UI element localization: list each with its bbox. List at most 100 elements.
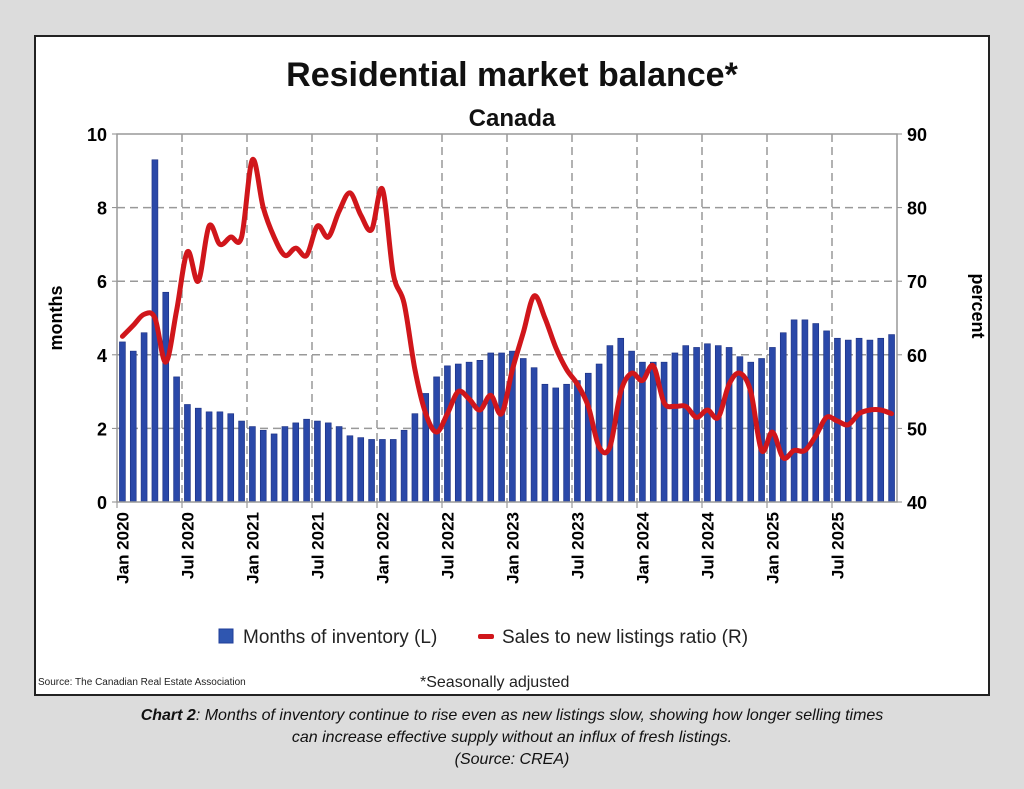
y-right-tick-label: 80 bbox=[907, 199, 927, 219]
inventory-bar bbox=[129, 350, 137, 503]
inventory-bar bbox=[238, 420, 245, 503]
inventory-bar bbox=[389, 439, 397, 503]
inventory-bar bbox=[357, 437, 365, 503]
y-right-tick-label: 90 bbox=[907, 125, 927, 145]
inventory-bar bbox=[314, 420, 321, 503]
inventory-bar bbox=[368, 439, 375, 503]
inventory-bar bbox=[270, 433, 278, 503]
inventory-bar bbox=[194, 407, 202, 503]
y-right-tick-label: 60 bbox=[907, 346, 927, 366]
legend-swatch-inventory bbox=[218, 628, 234, 644]
inventory-bar bbox=[411, 413, 419, 503]
caption-line-2: can increase effective supply without an… bbox=[291, 729, 733, 746]
inventory-bar bbox=[671, 352, 679, 503]
inventory-bar bbox=[617, 337, 625, 503]
plot-area bbox=[116, 133, 898, 503]
y-left-tick-label: 2 bbox=[97, 419, 107, 439]
inventory-bar bbox=[487, 352, 495, 503]
seasonal-note: *Seasonally adjusted bbox=[420, 674, 569, 691]
y-right-label: percent bbox=[968, 273, 988, 338]
inventory-bar bbox=[530, 367, 538, 503]
x-tick-label: Jan 2023 bbox=[503, 512, 522, 584]
inventory-bar bbox=[855, 337, 863, 503]
inventory-bar bbox=[693, 347, 700, 503]
caption-text: : Months of inventory continue to rise e… bbox=[195, 707, 884, 724]
caption-source: (Source: CREA) bbox=[454, 751, 570, 768]
legend-swatch-ratio bbox=[478, 634, 494, 639]
inventory-bar bbox=[444, 365, 451, 503]
inventory-bar bbox=[552, 387, 560, 503]
inventory-bar bbox=[227, 413, 235, 503]
inventory-bar bbox=[476, 360, 484, 503]
y-left-tick-label: 8 bbox=[97, 199, 107, 219]
inventory-bar bbox=[660, 361, 668, 503]
caption-line-1: Chart 2: Months of inventory continue to… bbox=[0, 707, 1024, 725]
inventory-bar bbox=[563, 383, 570, 503]
x-tick-label: Jul 2023 bbox=[568, 512, 587, 579]
inventory-bar bbox=[498, 352, 505, 503]
y-right-tick-label: 50 bbox=[907, 419, 927, 439]
x-tick-label: Jul 2025 bbox=[828, 512, 847, 579]
inventory-bar bbox=[606, 345, 614, 503]
inventory-bar bbox=[162, 291, 170, 503]
inventory-bar bbox=[140, 332, 148, 503]
inventory-bar bbox=[249, 426, 256, 503]
inventory-bar bbox=[714, 345, 722, 503]
x-tick-label: Jul 2020 bbox=[178, 512, 197, 579]
inventory-bar bbox=[216, 411, 224, 503]
chart-subtitle: Canada bbox=[469, 105, 556, 132]
inventory-bar bbox=[205, 411, 213, 503]
inventory-bar bbox=[801, 319, 809, 503]
inventory-bar bbox=[574, 380, 581, 503]
x-tick-label: Jan 2022 bbox=[373, 512, 392, 584]
x-tick-label: Jul 2022 bbox=[438, 512, 457, 579]
x-tick-label: Jul 2021 bbox=[308, 512, 327, 579]
inventory-bar bbox=[725, 347, 733, 503]
inventory-bar bbox=[519, 358, 527, 503]
inventory-bar bbox=[877, 337, 885, 503]
inventory-bar bbox=[173, 376, 180, 503]
inventory-bar bbox=[259, 429, 267, 503]
x-tick-label: Jan 2020 bbox=[113, 512, 132, 584]
inventory-bar bbox=[769, 347, 776, 503]
inventory-bar bbox=[400, 429, 408, 503]
inventory-bar bbox=[541, 383, 549, 503]
inventory-bar bbox=[704, 343, 711, 503]
x-tick-label: Jan 2025 bbox=[763, 512, 782, 584]
inventory-bar bbox=[779, 332, 787, 503]
inventory-bar bbox=[281, 426, 289, 503]
x-tick-label: Jan 2024 bbox=[633, 511, 652, 583]
inventory-bar bbox=[324, 422, 332, 503]
inventory-bar bbox=[303, 418, 310, 503]
y-left-tick-label: 4 bbox=[97, 346, 107, 366]
inventory-bar bbox=[379, 439, 386, 503]
ratio-line bbox=[119, 157, 895, 461]
inventory-bar bbox=[649, 361, 657, 503]
chart-title: Residential market balance* bbox=[286, 56, 738, 94]
inventory-bar bbox=[184, 404, 191, 503]
caption-label: Chart 2 bbox=[140, 707, 196, 724]
inventory-bar bbox=[584, 372, 592, 503]
inventory-bar bbox=[812, 323, 820, 503]
y-left-tick-label: 10 bbox=[87, 125, 107, 145]
inventory-bar bbox=[465, 361, 473, 503]
y-left-tick-label: 0 bbox=[97, 493, 107, 513]
y-right-tick-label: 70 bbox=[907, 272, 927, 292]
y-left-tick-label: 6 bbox=[97, 272, 107, 292]
inventory-bar bbox=[433, 376, 440, 503]
inventory-bar bbox=[292, 422, 300, 503]
legend: Months of inventory (L) Sales to new lis… bbox=[218, 627, 748, 648]
inventory-bar bbox=[639, 361, 646, 503]
inventory-bar bbox=[335, 426, 343, 503]
legend-label-ratio: Sales to new listings ratio (R) bbox=[502, 627, 748, 648]
inventory-bar bbox=[454, 363, 462, 503]
x-tick-label: Jul 2024 bbox=[698, 511, 717, 579]
inventory-bar bbox=[790, 319, 798, 503]
inventory-bar bbox=[866, 339, 874, 503]
inventory-bar bbox=[888, 334, 895, 503]
x-tick-label: Jan 2021 bbox=[243, 512, 262, 584]
y-right-tick-label: 40 bbox=[907, 493, 927, 513]
inventory-bar bbox=[119, 341, 126, 503]
y-left-label: months bbox=[46, 286, 66, 351]
